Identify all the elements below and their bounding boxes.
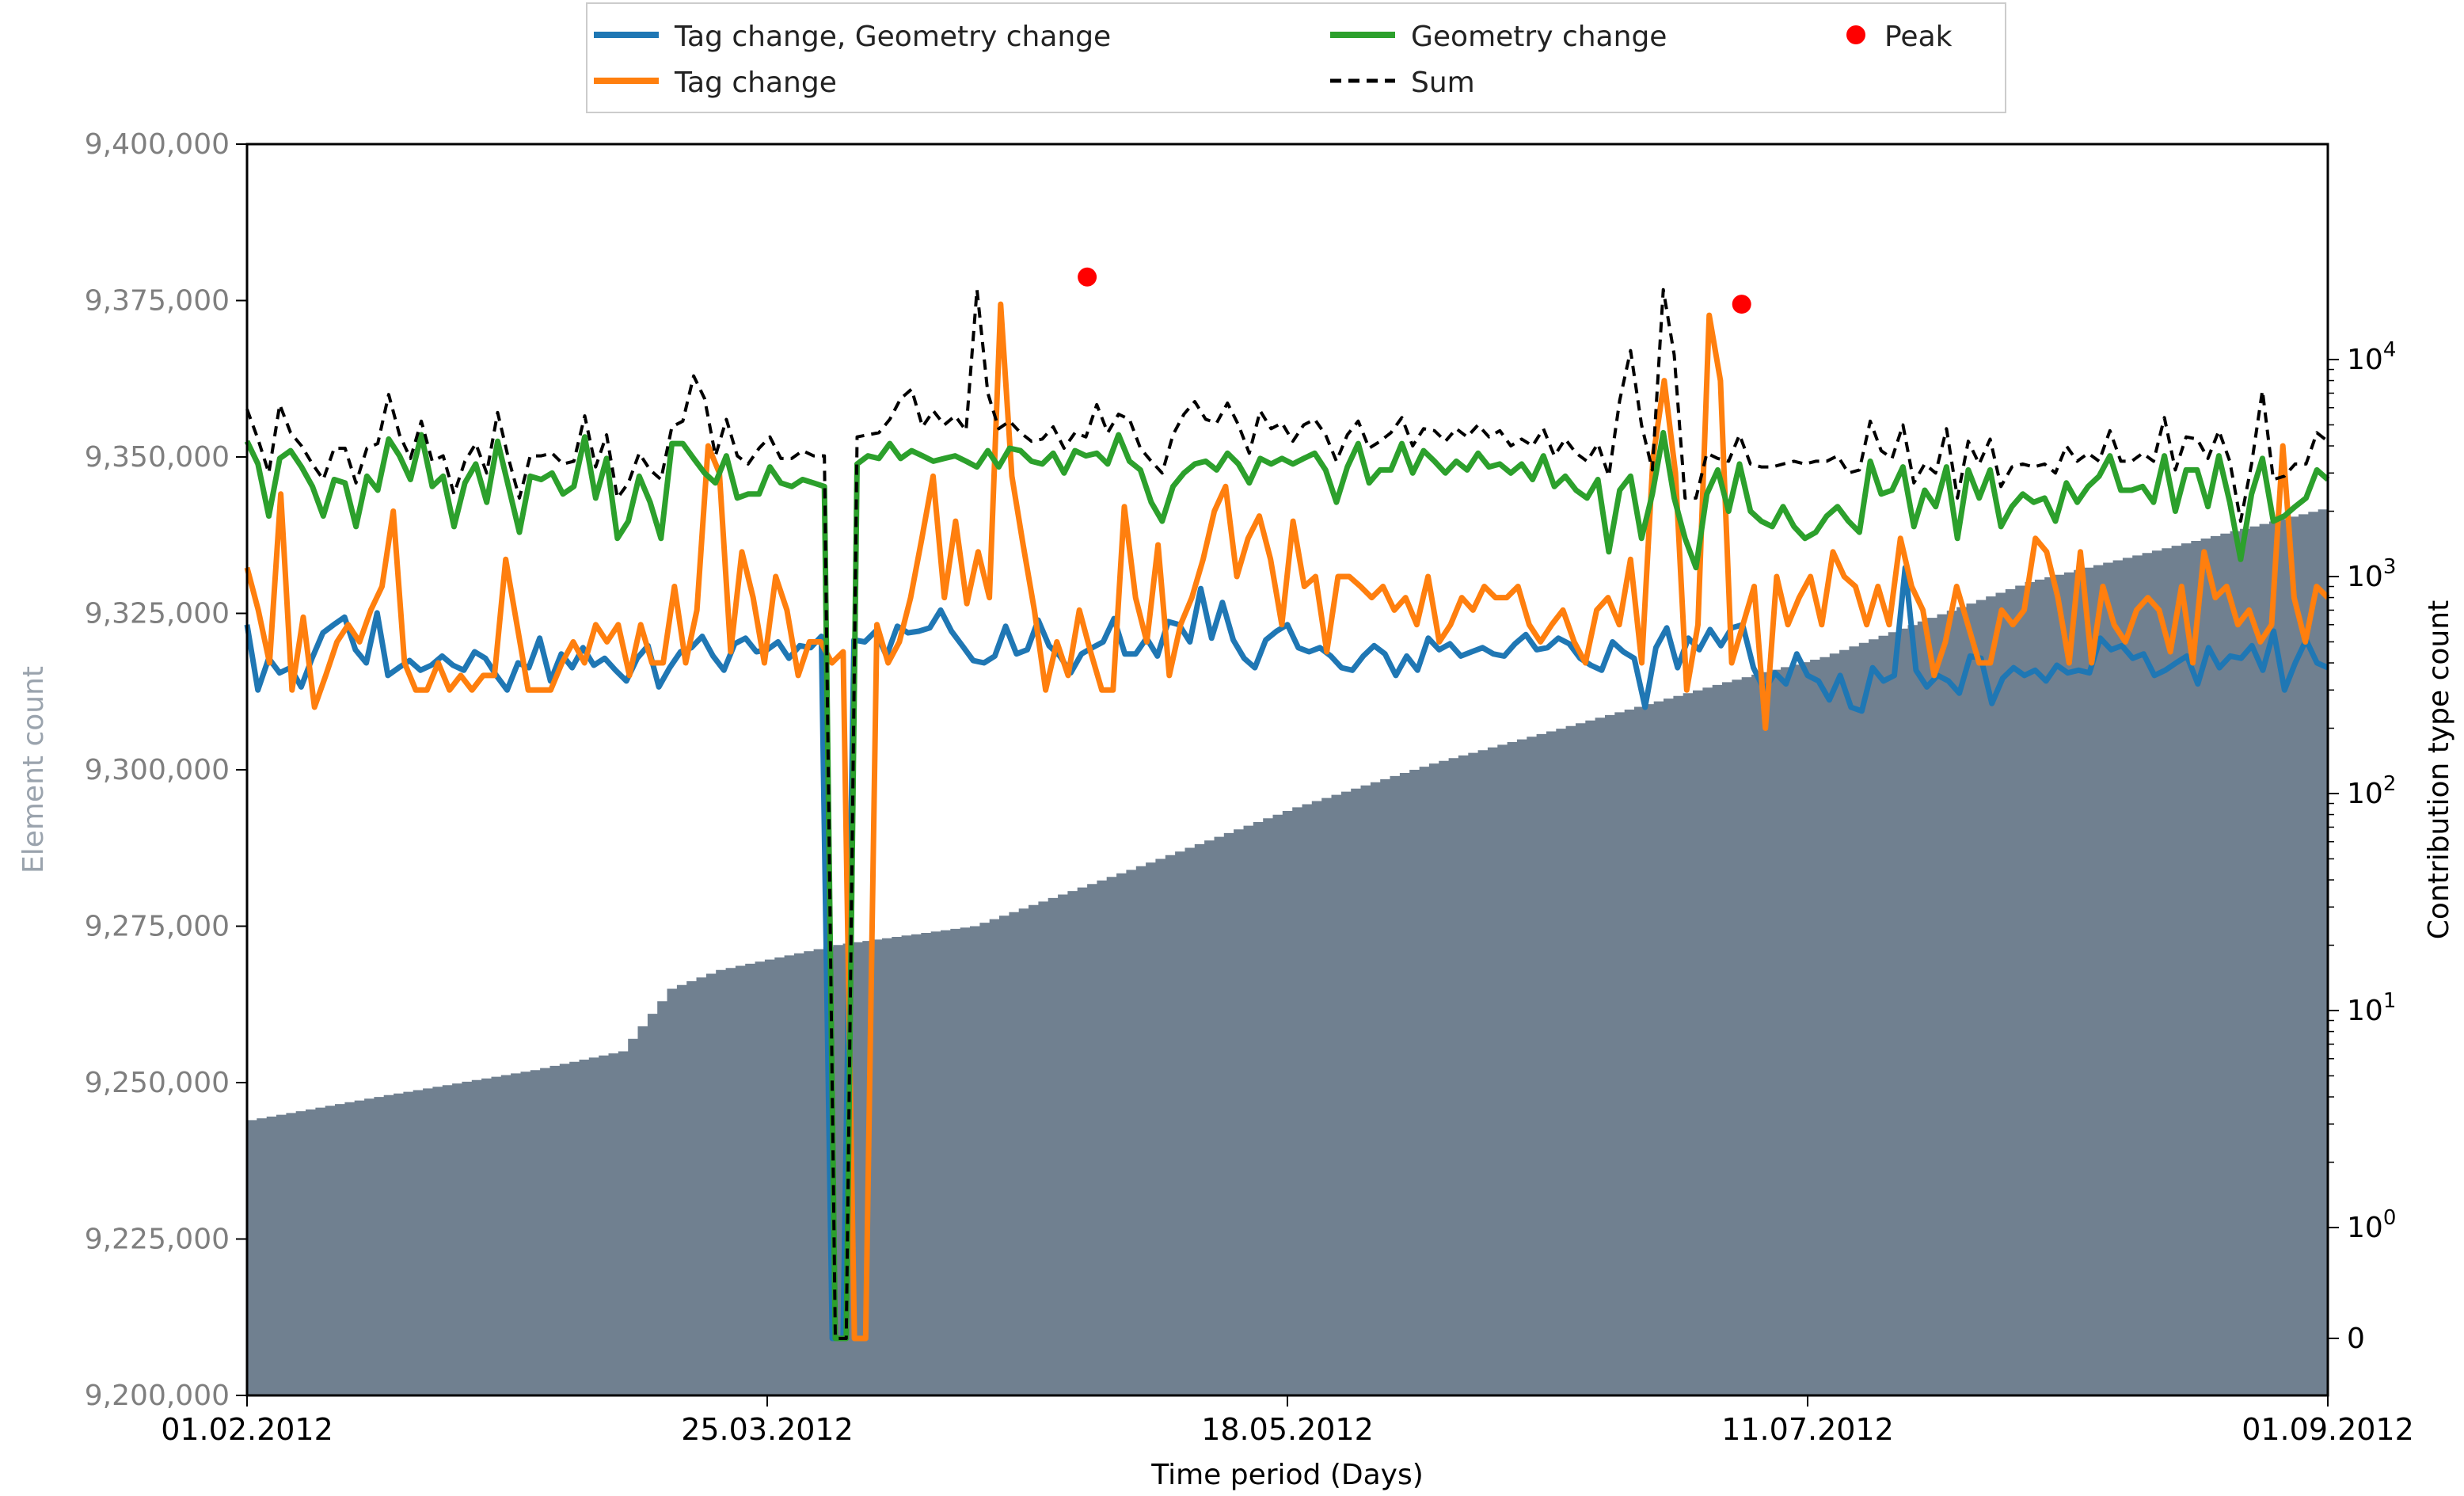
right-axis-ticks: 0 100 101 102 103 104 [2328,338,2396,1355]
left-tick-label: 9,375,000 [85,285,230,318]
series-line-tag [244,301,2330,1342]
left-axis-label: Element count [17,666,50,874]
left-tick-label: 9,300,000 [85,754,230,786]
series-line-sum [245,287,2329,1340]
right-tick-label: 102 [2347,772,2396,810]
peak-marker-1 [1078,267,1097,287]
left-axis-ticks: 9,200,000 9,225,000 9,250,000 9,275,000 9,30… [85,128,247,1412]
series-line-tag-geometry [244,565,2329,1342]
left-tick-label: 9,325,000 [85,598,230,630]
x-tick-label: 01.09.2012 [2242,1412,2414,1447]
right-tick-label: 104 [2347,338,2396,376]
left-tick-label: 9,350,000 [85,441,230,474]
peak-marker-2 [1732,295,1751,314]
x-axis-label: Time period (Days) [1150,1459,1424,1491]
right-tick-label: 0 [2347,1323,2365,1355]
legend-label-sum: Sum [1411,67,1475,99]
element-count-area-layer [247,507,2328,1396]
legend-label-tag: Tag change [674,67,837,99]
left-tick-label: 9,200,000 [85,1380,230,1412]
element-count-area [247,507,2328,1396]
series-line-geometry [244,429,2330,1342]
legend-swatch-peak [1846,25,1865,44]
right-tick-label: 100 [2347,1206,2396,1244]
left-tick-label: 9,400,000 [85,128,230,161]
right-tick-label: 103 [2347,555,2396,593]
legend-label-peak: Peak [1884,21,1953,53]
x-axis-ticks: 01.02.2012 25.03.2012 18.05.2012 11.07.2012… [161,1395,2414,1447]
right-tick-label: 101 [2347,989,2396,1027]
right-axis-label: Contribution type count [2423,600,2455,939]
legend-frame [586,2,2006,113]
left-tick-label: 9,250,000 [85,1067,230,1099]
series-lines-layer [244,287,2330,1342]
x-tick-label: 11.07.2012 [1721,1412,1894,1447]
left-tick-label: 9,275,000 [85,911,230,943]
x-tick-label: 01.02.2012 [161,1412,333,1447]
x-tick-label: 18.05.2012 [1201,1412,1374,1447]
legend-label-tag-geometry: Tag change, Geometry change [674,21,1111,53]
peaks-layer [1078,267,1751,314]
x-tick-label: 25.03.2012 [681,1412,854,1447]
legend-label-geometry: Geometry change [1411,21,1667,53]
left-tick-label: 9,225,000 [85,1224,230,1256]
legend: Tag change, Geometry change Tag change G… [586,2,2006,113]
